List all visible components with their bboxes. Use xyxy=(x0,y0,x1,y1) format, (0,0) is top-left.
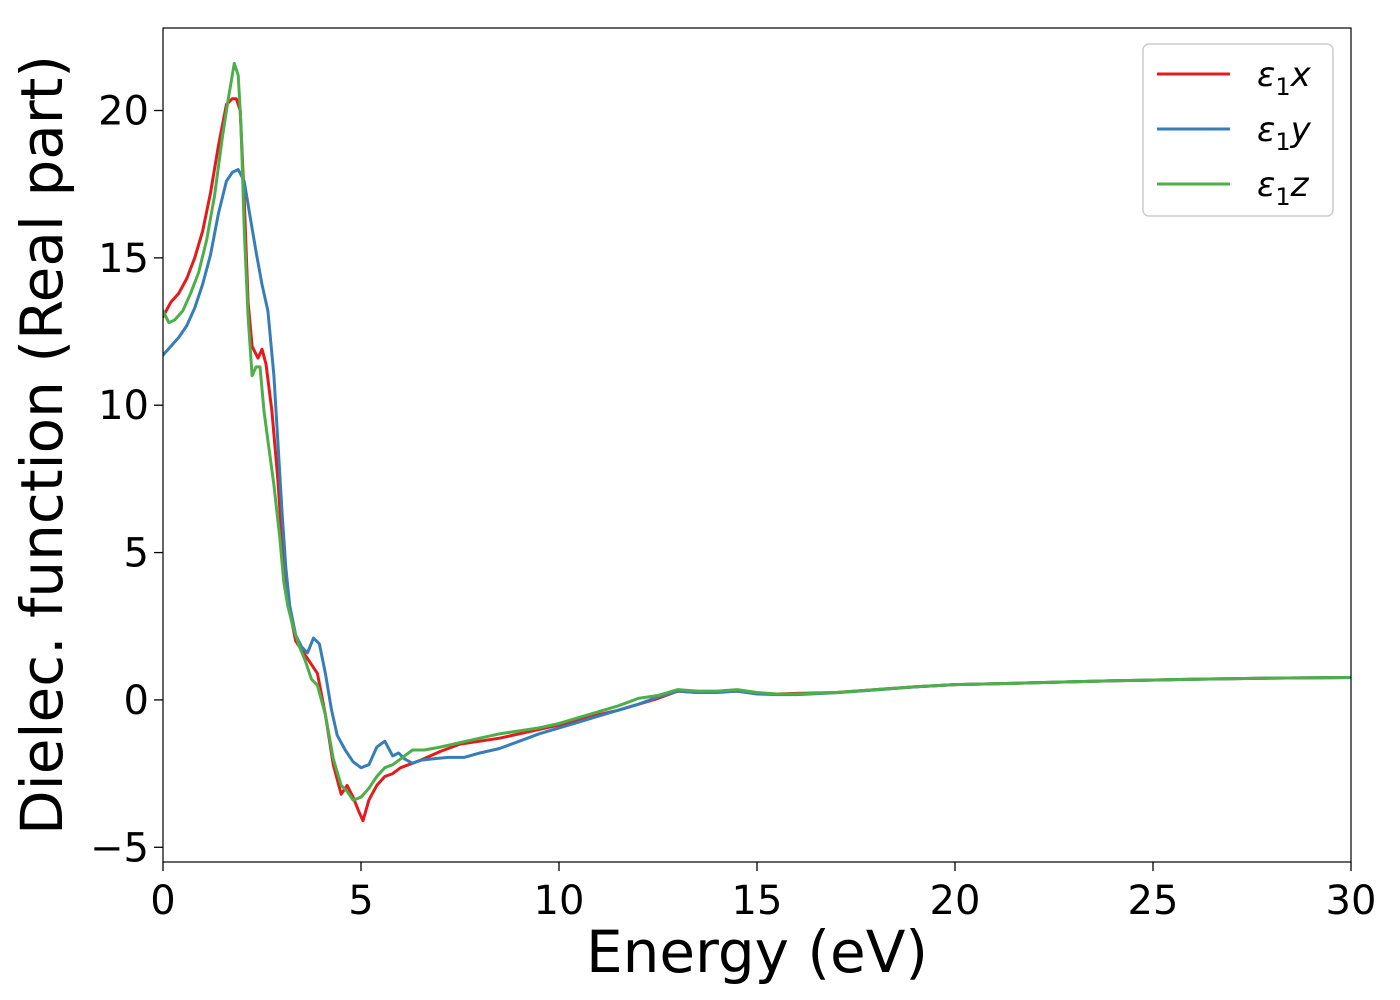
y-tick-label: −5 xyxy=(90,825,149,871)
x-tick-label: 0 xyxy=(150,878,175,924)
series-line-z xyxy=(163,61,1351,802)
x-tick-label: 15 xyxy=(732,878,783,924)
x-tick-label: 5 xyxy=(348,878,373,924)
y-tick-label: 20 xyxy=(98,89,149,135)
legend-box xyxy=(1142,43,1334,217)
legend-label-x: ε1x xyxy=(1257,55,1312,101)
x-tick-label: 20 xyxy=(930,878,981,924)
x-tick-label: 10 xyxy=(534,878,585,924)
x-tick-label: 25 xyxy=(1128,878,1179,924)
legend: ε1x ε1y ε1z xyxy=(1142,43,1334,217)
x-tick-label: 30 xyxy=(1326,878,1377,924)
legend-label-y: ε1y xyxy=(1257,110,1312,156)
y-tick-label: 5 xyxy=(124,531,149,577)
y-tick-label: 15 xyxy=(98,236,149,282)
y-axis-label: Dielec. function (Real part) xyxy=(8,55,76,835)
legend-label-z: ε1z xyxy=(1257,165,1310,211)
line-layer xyxy=(163,61,1351,823)
x-axis-label: Energy (eV) xyxy=(586,918,928,986)
y-tick-label: 0 xyxy=(124,678,149,724)
y-tick-label: 10 xyxy=(98,383,149,429)
